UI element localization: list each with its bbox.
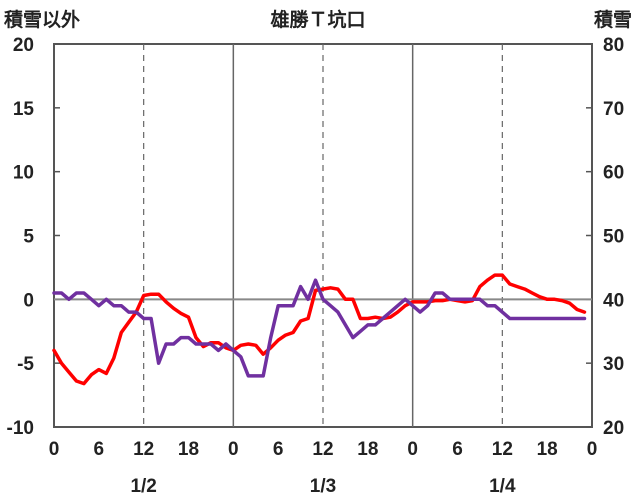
right-tick-label: 60 <box>603 163 624 184</box>
x-tick-label: 6 <box>94 439 105 460</box>
x-tick-label: 6 <box>452 439 463 460</box>
x-tick-label: 18 <box>357 439 378 460</box>
date-label: 1/2 <box>130 476 156 497</box>
x-tick-label: 0 <box>587 439 598 460</box>
x-tick-label: 0 <box>49 439 60 460</box>
right-axis-label: 積雪 <box>594 8 632 31</box>
left-tick-label: 20 <box>13 35 34 56</box>
x-tick-label: 18 <box>537 439 558 460</box>
x-tick-label: 0 <box>228 439 239 460</box>
left-tick-label: 5 <box>23 227 34 248</box>
left-tick-label: -10 <box>7 418 34 439</box>
right-tick-label: 50 <box>603 227 624 248</box>
left-tick-label: 15 <box>13 99 35 120</box>
x-tick-label: 12 <box>312 439 333 460</box>
series-line-2 <box>52 278 587 378</box>
right-tick-label: 20 <box>603 418 624 439</box>
date-label: 1/3 <box>310 476 336 497</box>
left-tick-label: 10 <box>13 163 34 184</box>
x-tick-label: 0 <box>407 439 418 460</box>
x-tick-label: 12 <box>492 439 513 460</box>
left-axis-label: 積雪以外 <box>4 8 80 31</box>
left-tick-label: 0 <box>23 290 34 311</box>
right-tick-label: 80 <box>603 35 624 56</box>
chart-title: 雄勝Ｔ坑口 <box>269 8 365 31</box>
x-tick-label: 18 <box>178 439 199 460</box>
x-tick-label: 12 <box>133 439 154 460</box>
x-tick-label: 6 <box>273 439 284 460</box>
right-tick-label: 40 <box>603 290 624 311</box>
right-tick-label: 70 <box>603 99 624 120</box>
right-tick-label: 30 <box>603 354 624 375</box>
date-label: 1/4 <box>489 476 516 497</box>
left-tick-label: -5 <box>17 354 34 375</box>
